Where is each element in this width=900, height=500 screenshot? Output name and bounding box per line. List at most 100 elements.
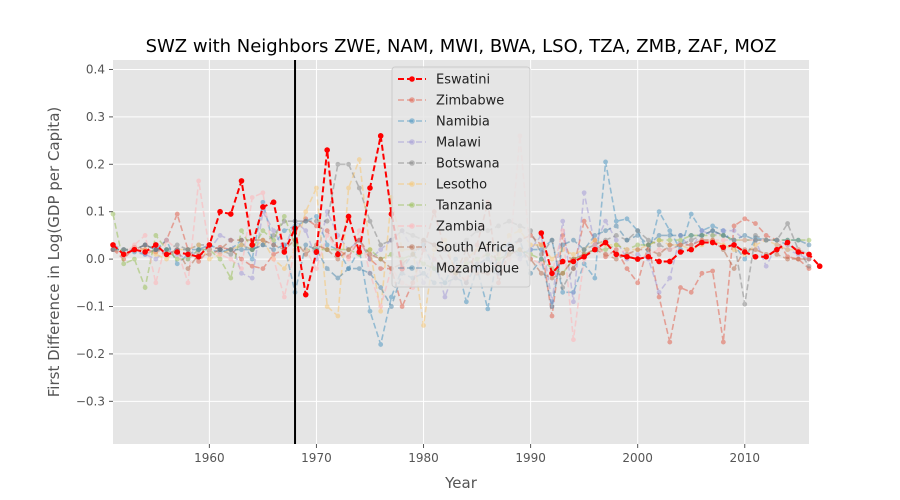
data-point — [742, 233, 748, 238]
data-point — [709, 239, 716, 246]
data-point — [667, 242, 673, 248]
data-point — [538, 242, 544, 248]
x-tick-label: 1980 — [408, 451, 439, 465]
data-point — [560, 285, 566, 290]
legend-swatch-marker — [409, 223, 415, 229]
legend-swatch-marker — [409, 244, 415, 250]
data-point — [635, 228, 641, 234]
data-point — [121, 247, 127, 253]
data-point — [346, 161, 351, 167]
data-point — [656, 258, 662, 265]
data-point — [239, 228, 244, 234]
data-point — [281, 266, 287, 271]
legend-label: South Africa — [436, 241, 515, 256]
data-point — [196, 259, 202, 264]
data-point — [271, 228, 277, 234]
data-point — [635, 242, 641, 248]
data-point — [227, 211, 234, 217]
data-point — [678, 237, 683, 243]
data-point — [741, 249, 748, 255]
data-point — [571, 289, 576, 295]
data-point — [335, 161, 341, 167]
data-point — [356, 185, 362, 191]
data-point — [367, 270, 373, 276]
data-point — [217, 251, 223, 257]
data-point — [699, 233, 705, 238]
data-point — [121, 247, 127, 253]
data-point — [667, 237, 673, 243]
data-point — [142, 233, 148, 238]
data-point — [335, 251, 341, 258]
data-point — [217, 247, 223, 253]
data-point — [228, 247, 234, 253]
data-point — [217, 247, 223, 253]
data-point — [153, 249, 159, 255]
data-point — [667, 242, 673, 248]
data-point — [324, 209, 330, 215]
data-point — [303, 247, 309, 253]
data-point — [196, 242, 202, 248]
data-point — [249, 275, 255, 281]
data-point — [153, 247, 159, 253]
series-line — [112, 202, 810, 343]
data-point — [667, 233, 673, 238]
data-point — [378, 247, 384, 253]
data-point — [271, 242, 277, 248]
data-point — [592, 233, 598, 238]
data-point — [731, 237, 737, 243]
data-point — [538, 230, 545, 236]
data-point — [463, 299, 469, 305]
data-point — [174, 256, 180, 262]
data-point — [603, 159, 608, 165]
data-point — [302, 291, 309, 298]
data-point — [142, 242, 148, 248]
data-point — [549, 237, 555, 243]
data-point — [774, 251, 780, 257]
data-point — [549, 313, 555, 319]
data-point — [656, 294, 662, 300]
data-point — [378, 256, 384, 262]
y-tick-label: −0.1 — [76, 300, 105, 314]
data-point — [164, 256, 169, 262]
legend-label: Malawi — [436, 136, 481, 151]
x-axis-ticks: 1960 1970 1980 1990 2000 2010 — [194, 444, 760, 465]
data-point — [742, 256, 748, 262]
data-point — [324, 147, 330, 153]
data-point — [174, 249, 181, 255]
data-point — [260, 242, 266, 248]
data-point — [324, 247, 330, 253]
data-point — [677, 249, 684, 255]
data-point — [249, 247, 255, 253]
data-point — [688, 237, 694, 243]
data-point — [699, 233, 705, 238]
data-point — [763, 233, 769, 238]
data-point — [571, 299, 576, 305]
data-point — [239, 237, 244, 243]
data-point — [238, 178, 245, 184]
data-point — [538, 256, 544, 262]
data-point — [110, 211, 116, 217]
data-point — [678, 242, 683, 248]
data-point — [710, 228, 716, 234]
data-point — [314, 266, 319, 271]
data-point — [635, 251, 641, 257]
data-point — [185, 256, 191, 262]
data-point — [688, 233, 694, 238]
data-point — [367, 218, 373, 224]
data-point — [645, 242, 651, 248]
y-tick-label: −0.3 — [76, 394, 105, 408]
data-point — [538, 270, 544, 276]
data-point — [271, 242, 277, 248]
data-point — [645, 237, 651, 243]
legend-swatch-marker — [409, 139, 415, 145]
data-point — [635, 247, 641, 253]
data-point — [356, 157, 362, 162]
data-point — [314, 214, 319, 219]
data-point — [816, 263, 823, 270]
data-point — [710, 223, 716, 229]
data-point — [635, 228, 641, 234]
data-point — [581, 247, 587, 253]
data-point — [346, 247, 351, 253]
data-point — [346, 185, 351, 191]
data-point — [239, 237, 244, 243]
